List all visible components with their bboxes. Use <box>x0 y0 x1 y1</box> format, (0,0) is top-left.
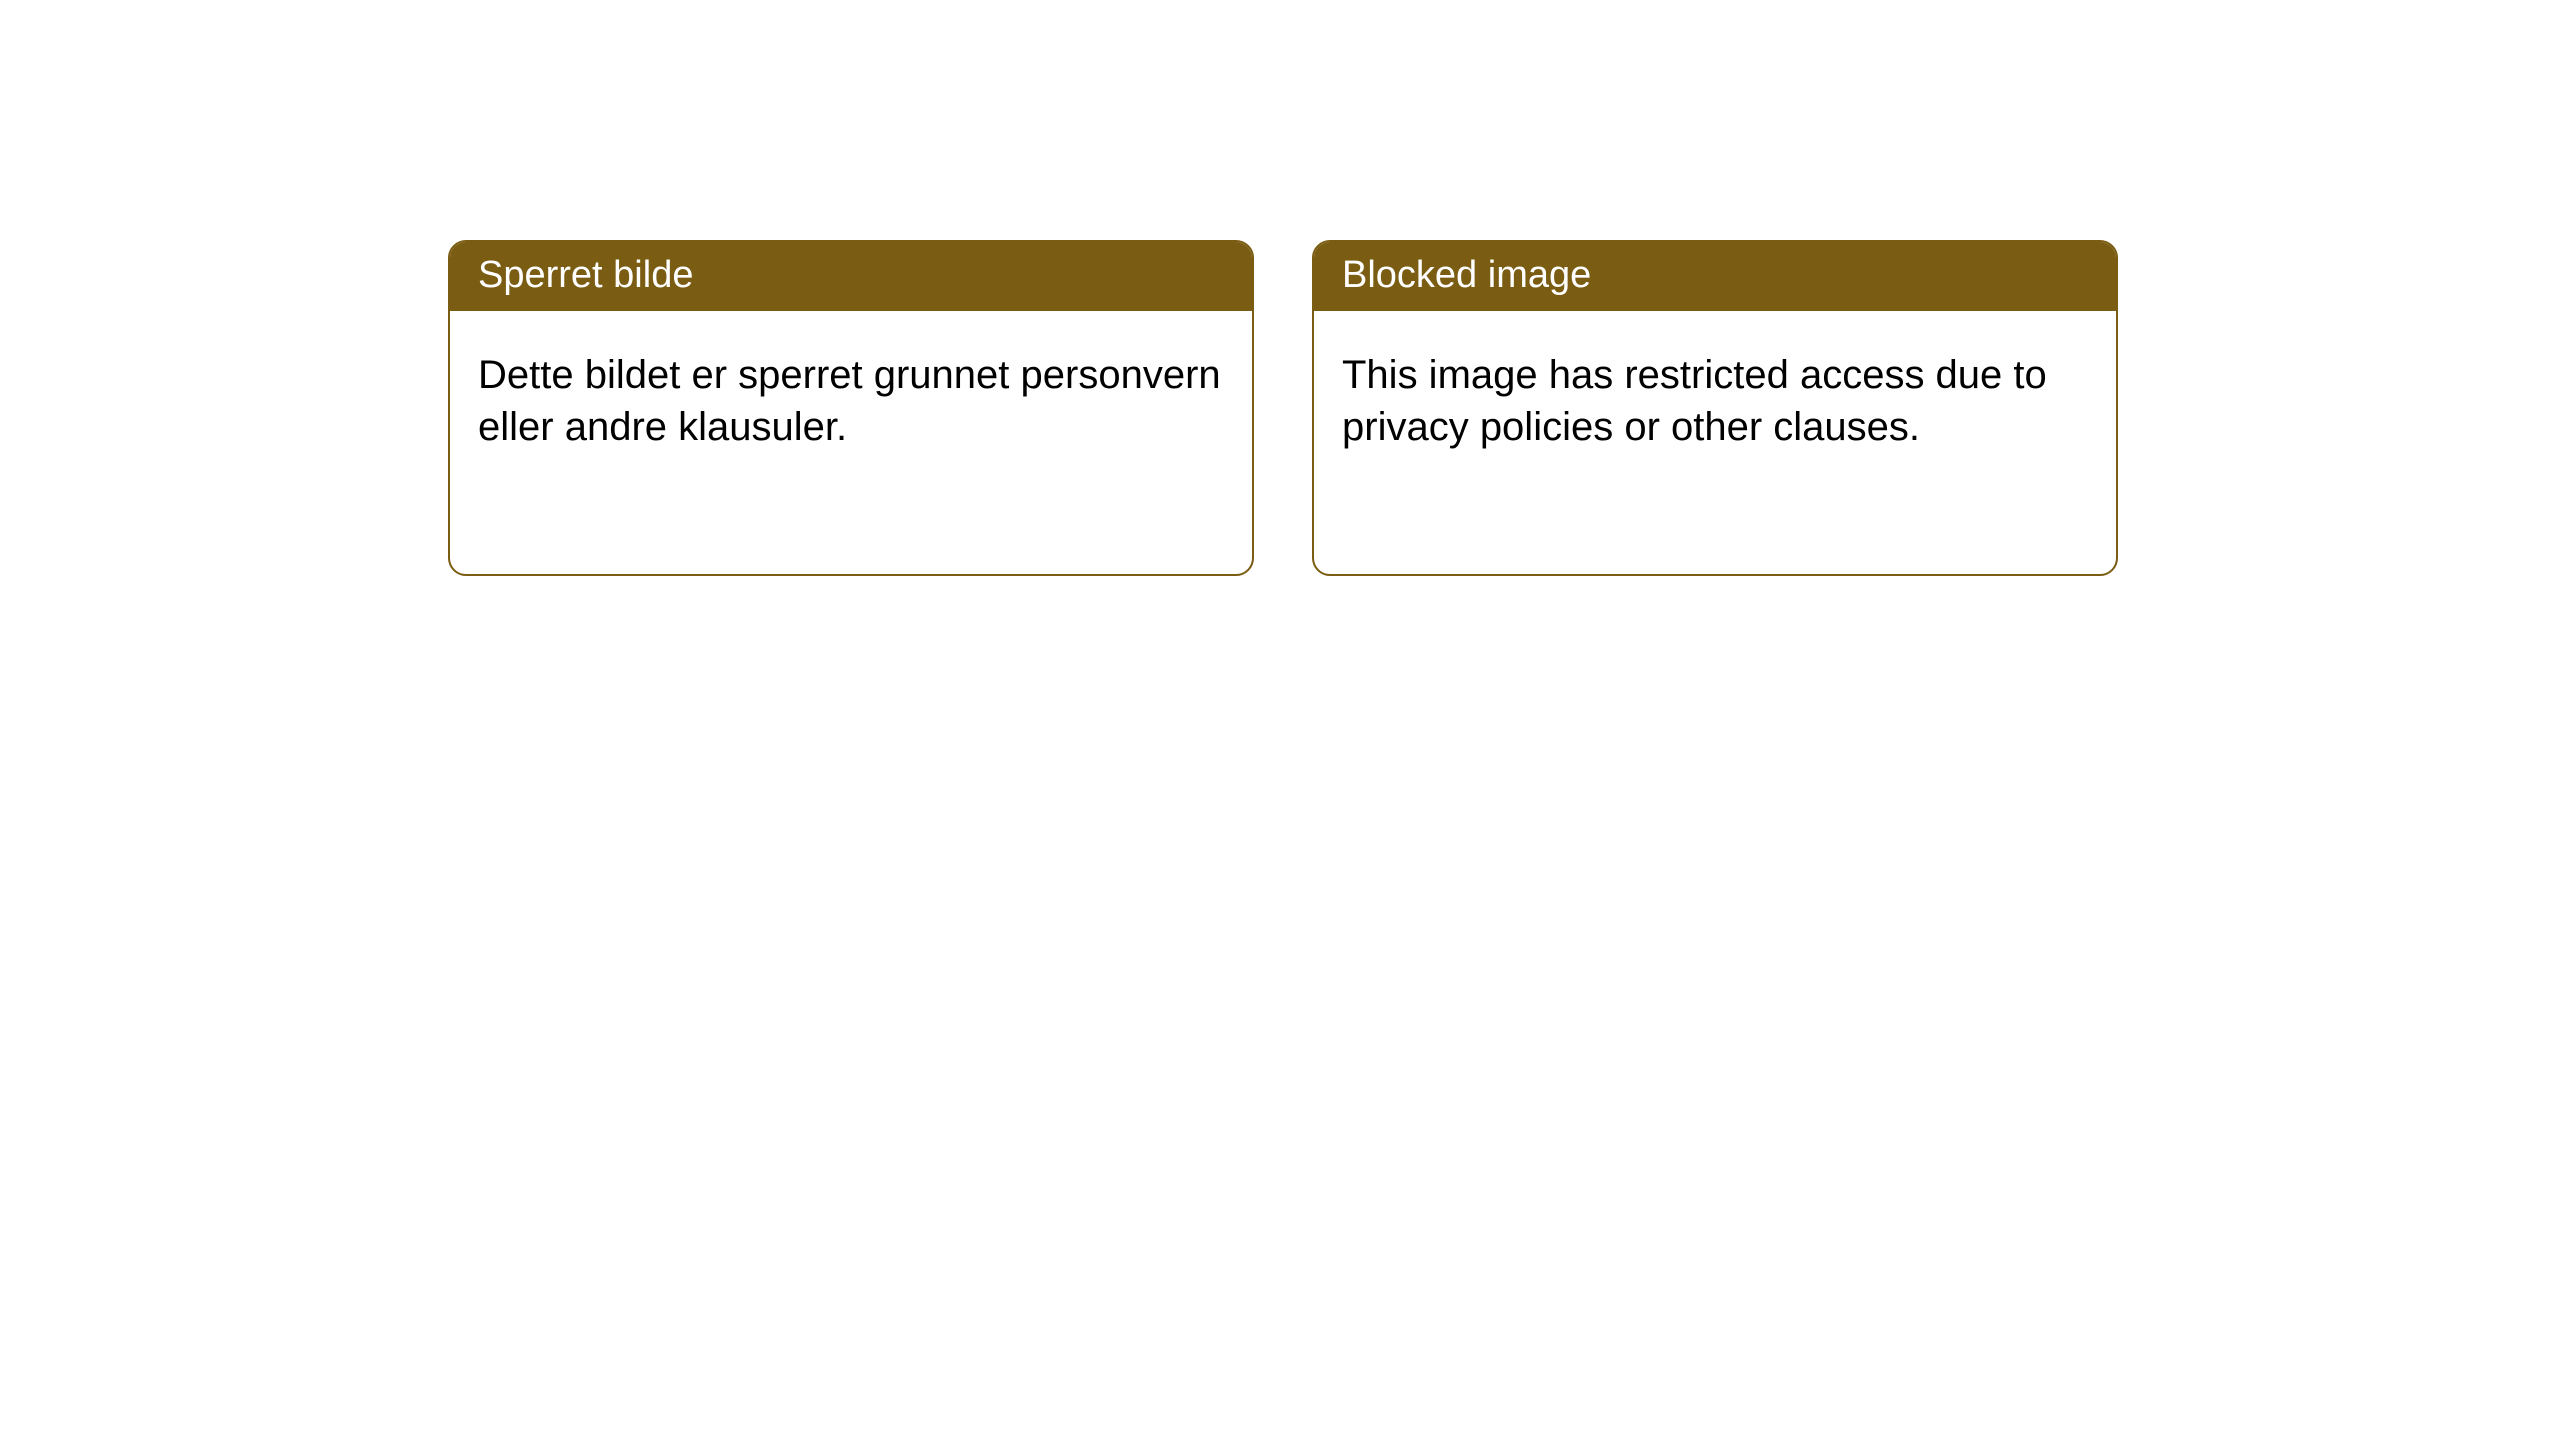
notice-cards-container: Sperret bilde Dette bildet er sperret gr… <box>448 240 2118 576</box>
notice-card-header: Sperret bilde <box>450 242 1252 311</box>
notice-card-title: Sperret bilde <box>478 254 693 296</box>
notice-card-norwegian: Sperret bilde Dette bildet er sperret gr… <box>448 240 1254 576</box>
notice-card-text: Dette bildet er sperret grunnet personve… <box>478 353 1221 449</box>
notice-card-english: Blocked image This image has restricted … <box>1312 240 2118 576</box>
notice-card-header: Blocked image <box>1314 242 2116 311</box>
notice-card-body: This image has restricted access due to … <box>1314 311 2116 491</box>
notice-card-text: This image has restricted access due to … <box>1342 353 2047 449</box>
notice-card-title: Blocked image <box>1342 254 1591 296</box>
notice-card-body: Dette bildet er sperret grunnet personve… <box>450 311 1252 491</box>
